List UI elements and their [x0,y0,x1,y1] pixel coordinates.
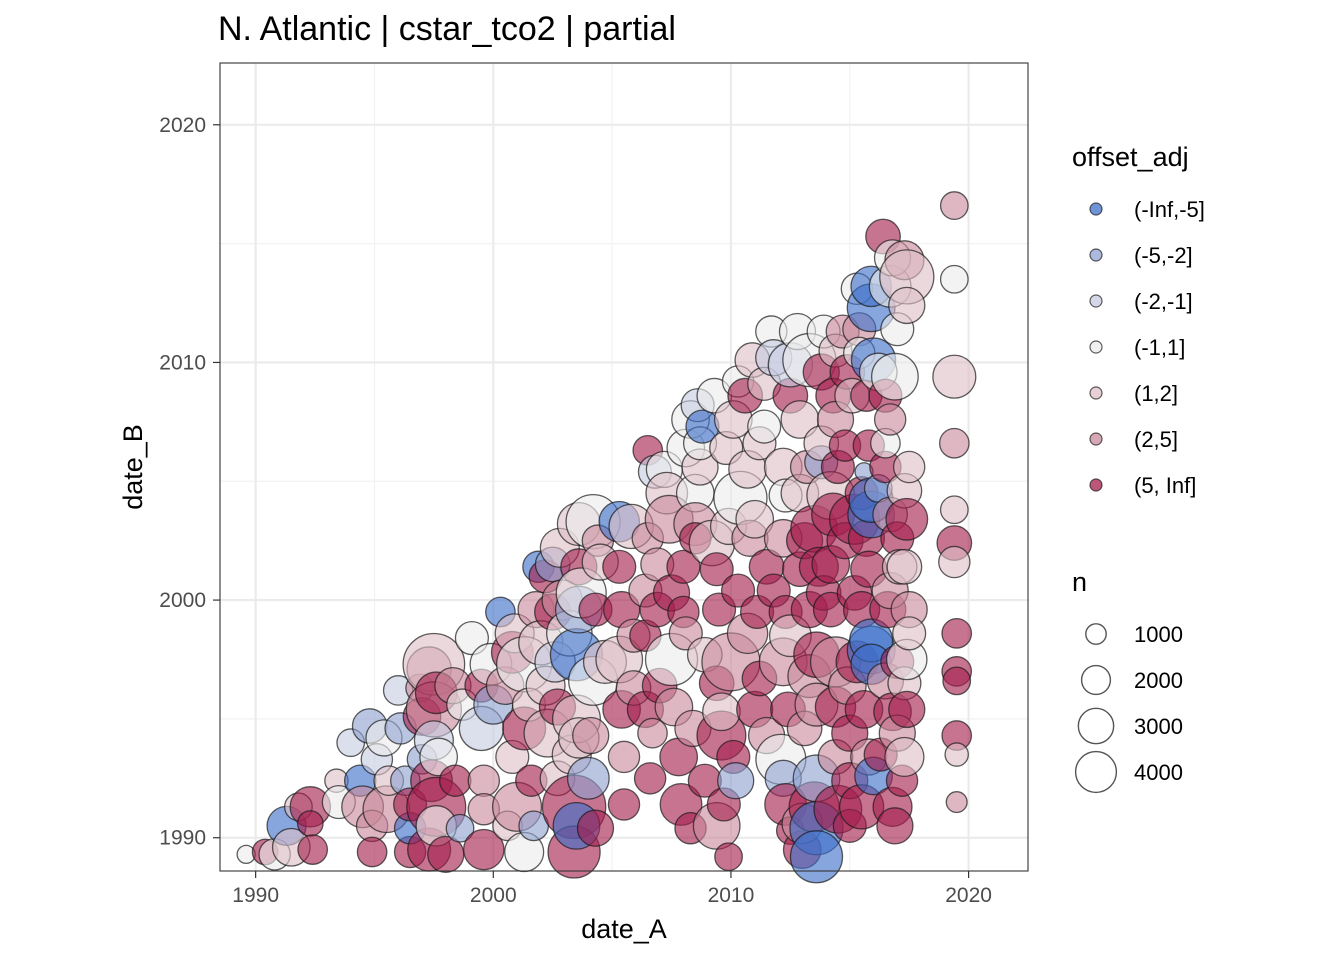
data-point [886,548,923,585]
legend-n: n 1000 2000 3000 4000 [1072,567,1183,794]
data-point [607,788,641,821]
legend-color-title: offset_adj [1072,142,1189,172]
legend-color-key [1089,202,1103,216]
data-point [939,495,969,525]
data-point [633,762,667,795]
data-point [356,836,388,868]
data-point [607,740,641,774]
data-point [572,716,610,755]
data-point [602,549,637,584]
data-point [873,403,907,436]
data-point [876,807,914,845]
data-point [699,552,734,587]
data-point [938,545,971,579]
y-tick-label: 2000 [159,589,206,612]
data-point [885,497,929,541]
y-tick-label: 1990 [159,827,206,850]
legend-size-key [1077,707,1115,745]
data-point [576,809,615,847]
plot-panel-border [219,62,1029,872]
legend-color-key [1089,386,1103,400]
legend-size-key [1085,623,1107,645]
data-points [236,191,977,884]
data-point [747,409,782,444]
data-point [939,264,969,294]
data-point [714,842,743,872]
data-point [717,762,755,800]
data-point [942,666,972,696]
data-point [941,617,973,649]
legend-color-label: (-5,-2] [1134,243,1193,268]
legend-color-label: (-Inf,-5] [1134,197,1205,222]
legend-color-key [1089,478,1103,492]
y-axis-label: date_B [118,424,148,510]
legend-size-key [1074,750,1118,794]
data-point [888,286,926,325]
data-point [871,352,919,401]
data-point [296,810,324,837]
data-point [884,736,925,778]
legend-color-label: (-1,1] [1134,335,1185,360]
data-point [566,756,610,800]
legend-size-label: 2000 [1134,668,1183,693]
data-point [945,791,968,814]
legend-color-key [1089,340,1103,354]
data-point [702,692,741,732]
data-point [939,191,969,220]
legend-size-key [1080,664,1112,696]
x-axis: 1990 2000 2010 2020 [232,871,992,907]
x-axis-label: date_A [581,914,667,944]
y-axis: 1990 2000 2010 2020 [159,114,220,850]
data-point [297,834,329,865]
data-point [888,690,926,729]
legend-size-label: 1000 [1134,622,1183,647]
x-tick-label: 2010 [708,884,755,907]
legend-color-label: (2,5] [1134,427,1178,452]
x-tick-label: 2020 [945,884,992,907]
data-point [439,764,472,797]
data-point [932,354,977,399]
data-point [789,830,844,884]
y-tick-label: 2020 [159,114,206,137]
x-tick-label: 1990 [232,884,279,907]
legend-color-label: (5, Inf] [1134,473,1196,498]
data-point [938,427,970,459]
legend-size-title: n [1072,567,1087,597]
x-tick-label: 2000 [470,884,517,907]
data-point [462,828,505,871]
legend-color-key [1089,248,1103,262]
legend-offset-adj: offset_adj (-Inf,-5] (-5,-2] (-2,-1] (-1,1]… [1072,142,1205,498]
data-point [637,717,668,749]
data-point [944,742,969,767]
legend-size-label: 4000 [1134,760,1183,785]
y-tick-label: 2010 [159,351,206,374]
legend-color-label: (1,2] [1134,381,1178,406]
data-point [445,813,475,843]
data-point [892,616,927,651]
data-point [735,499,775,539]
legend-size-label: 3000 [1134,714,1183,739]
legend-color-key [1089,294,1103,308]
legend-color-label: (-2,-1] [1134,289,1193,314]
legend-color-key [1089,432,1103,446]
data-point [467,764,501,797]
chart-title: N. Atlantic | cstar_tco2 | partial [218,10,676,48]
data-point [892,450,926,484]
